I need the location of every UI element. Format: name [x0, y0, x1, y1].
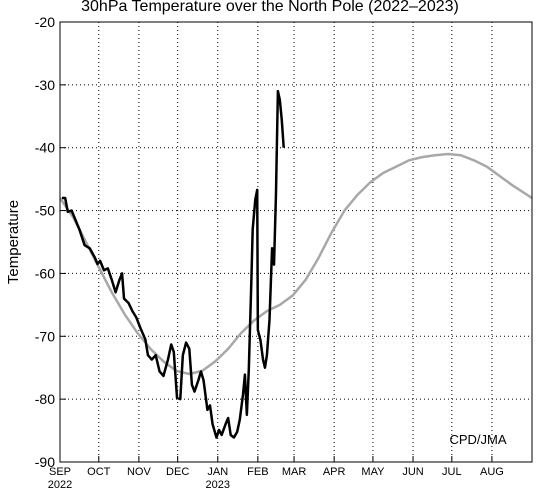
x-tick-label: AUG	[480, 466, 504, 478]
x-tick-label: JUL	[442, 466, 462, 478]
y-axis-label: Temperature	[5, 200, 22, 284]
x-tick-label: APR	[323, 466, 346, 478]
y-tick-label: -50	[35, 203, 55, 219]
plot-frame	[59, 21, 533, 463]
year-label: 2022	[48, 479, 72, 491]
y-tick-label: -30	[35, 77, 55, 93]
y-tick-label: -20	[35, 14, 55, 30]
x-tick-label: MAY	[361, 466, 385, 478]
y-tick-label: -70	[35, 328, 55, 344]
x-tick-label: JAN	[207, 466, 228, 478]
year-label: 2023	[206, 479, 230, 491]
x-tick-label: MAR	[282, 466, 307, 478]
x-tick-label: FEB	[247, 466, 268, 478]
annotation: CPD/JMA	[449, 432, 506, 447]
y-tick-label: -40	[35, 140, 55, 156]
y-tick-label: -90	[35, 454, 55, 470]
x-tick-label: OCT	[87, 466, 111, 478]
x-tick-label: NOV	[127, 466, 152, 478]
data-line	[61, 89, 285, 439]
x-tick-label: JUN	[402, 466, 423, 478]
data-line	[58, 152, 533, 376]
x-tick-label: SEP	[49, 466, 71, 478]
y-tick-label: -60	[35, 265, 55, 281]
x-tick-label: DEC	[166, 466, 189, 478]
chart-title: 30hPa Temperature over the North Pole (2…	[81, 0, 459, 15]
y-tick-label: -80	[35, 391, 55, 407]
